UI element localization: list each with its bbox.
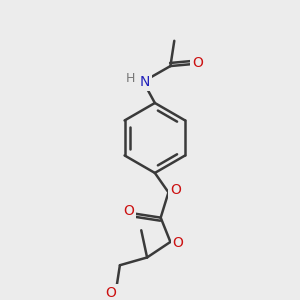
Text: N: N [140,75,150,88]
Text: O: O [173,236,184,250]
Text: O: O [123,204,134,218]
Text: O: O [192,56,203,70]
Text: H: H [126,72,135,85]
Text: O: O [170,183,181,197]
Text: O: O [106,286,117,300]
